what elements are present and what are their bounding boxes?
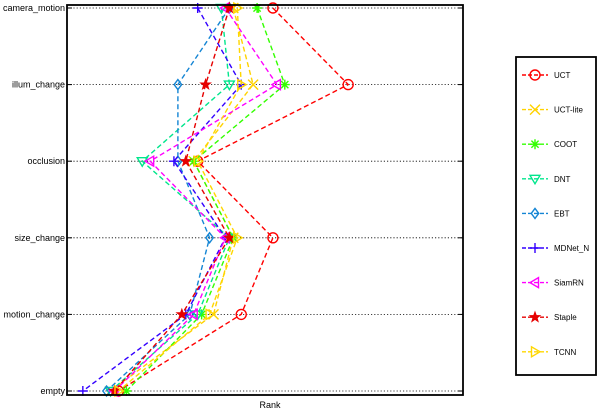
series-line [118, 7, 242, 392]
data-point-marker [270, 78, 282, 91]
data-point-marker [235, 308, 247, 321]
data-point-marker [193, 154, 205, 168]
y-tick-label: camera_motion [3, 3, 65, 13]
y-tick-label: size_change [14, 233, 65, 243]
x-axis-label: Rank [259, 400, 281, 410]
data-point-marker [342, 78, 354, 91]
legend-item: COOT [522, 139, 577, 150]
series-tcnn [114, 1, 248, 398]
series-staple [108, 1, 236, 397]
legend-item: Staple [522, 310, 577, 323]
legend-label: DNT [554, 175, 571, 184]
y-tick-labels: camera_motion illum_change occlusion size_c… [3, 3, 463, 396]
legend-label: UCT [554, 71, 571, 80]
data-point-marker [247, 79, 259, 91]
legend-label: Staple [554, 313, 577, 322]
data-point-marker [530, 243, 540, 253]
series-mdnet-n [77, 3, 247, 396]
data-point-marker [528, 310, 542, 323]
series-line [118, 7, 350, 392]
grid-lines [67, 7, 463, 392]
data-point-marker [279, 79, 290, 90]
data-point-marker [529, 104, 541, 116]
data-point-marker [187, 308, 198, 321]
legend-item: SiamRN [522, 276, 584, 289]
data-point-marker [529, 69, 541, 81]
legend-item: MDNet_N [522, 243, 589, 253]
y-tick-label: empty [40, 386, 65, 396]
data-point-marker [267, 232, 279, 244]
data-point-marker [223, 80, 236, 91]
legend-label: EBT [554, 209, 570, 218]
series-group [77, 1, 354, 398]
data-point-marker [196, 309, 207, 320]
data-point-marker [199, 77, 212, 91]
legend-label: SiamRN [554, 279, 584, 288]
data-point-marker [168, 156, 179, 167]
data-point-marker [114, 384, 125, 398]
legend-item: DNT [522, 174, 571, 186]
series-line [110, 7, 231, 392]
data-point-marker [205, 308, 216, 321]
plot-area-frame [66, 4, 464, 396]
data-point-marker [530, 139, 540, 150]
data-point-marker [204, 231, 215, 244]
series-uct [112, 2, 354, 397]
data-point-marker [136, 157, 149, 168]
legend-item: EBT [522, 207, 570, 220]
series-line [110, 7, 254, 392]
data-point-marker [179, 154, 193, 167]
legend-label: TCNN [554, 348, 576, 357]
series-line [106, 7, 230, 392]
data-point-marker [121, 386, 132, 396]
series-line [113, 7, 231, 392]
series-siamrn [108, 1, 282, 398]
legend-item: UCT [522, 69, 571, 81]
data-point-marker [143, 154, 155, 168]
series-line [125, 7, 286, 392]
legend-label: COOT [554, 140, 577, 149]
legend-item: UCT-lite [522, 104, 583, 116]
series-line [82, 7, 243, 392]
data-point-marker [237, 78, 248, 91]
series-line [114, 7, 278, 392]
data-point-marker [530, 207, 540, 220]
y-tick-label: motion_change [3, 309, 65, 319]
legend-item: TCNN [522, 345, 576, 359]
data-point-marker [530, 345, 542, 359]
series-dnt [104, 3, 236, 398]
y-tick-label: occlusion [27, 156, 65, 166]
data-point-marker [233, 231, 244, 245]
legend-label: MDNet_N [554, 244, 589, 253]
legend-label: UCT-lite [554, 106, 583, 115]
data-point-marker [267, 2, 279, 14]
data-point-marker [528, 276, 540, 289]
data-point-marker [173, 78, 183, 91]
data-point-marker [252, 3, 263, 13]
legend: UCT UCT-lite COOT DNT EBT MDNet_N SiamRN Staple… [522, 69, 589, 359]
data-point-marker [175, 307, 189, 320]
y-tick-label: illum_change [12, 80, 65, 90]
data-point-marker [528, 174, 542, 186]
